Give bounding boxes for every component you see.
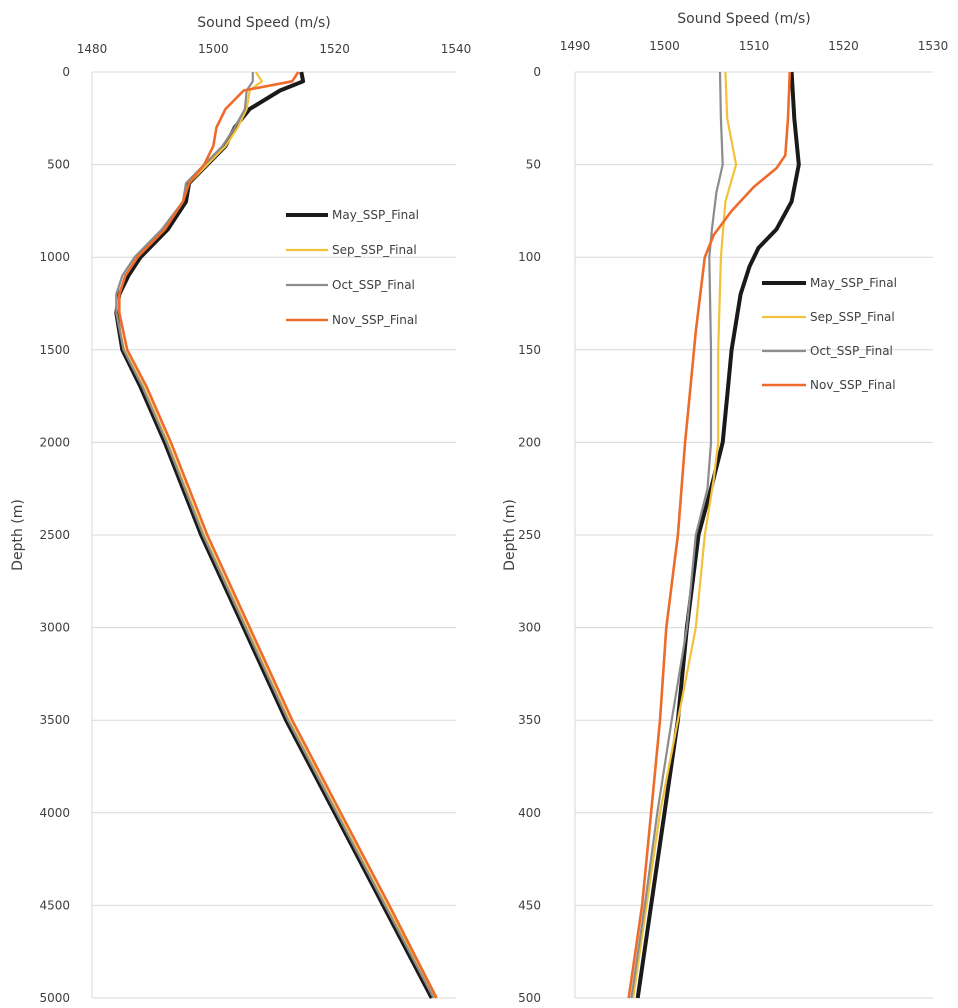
y-tick-label: 2500 bbox=[39, 528, 70, 542]
y-tick-label: 4000 bbox=[39, 806, 70, 820]
series-line-nov-ssp-final bbox=[118, 71, 438, 999]
y-tick-label: 250 bbox=[518, 528, 541, 542]
y-tick-label: 3500 bbox=[39, 713, 70, 727]
series-line-oct-ssp-final bbox=[630, 71, 724, 999]
legend-label: May_SSP_Final bbox=[810, 276, 897, 290]
y-tick-label: 4500 bbox=[39, 898, 70, 912]
y-tick-label: 0 bbox=[533, 65, 541, 79]
y-tick-label: 100 bbox=[518, 250, 541, 264]
x-tick-label: 1530 bbox=[918, 39, 949, 53]
legend-label: Sep_SSP_Final bbox=[332, 243, 417, 257]
x-tick-label: 1540 bbox=[441, 42, 472, 56]
series-line-nov-ssp-final bbox=[627, 71, 792, 999]
x-tick-label: 1520 bbox=[319, 42, 350, 56]
legend-label: Sep_SSP_Final bbox=[810, 310, 895, 324]
y-tick-label: 150 bbox=[518, 343, 541, 357]
y-tick-label: 5000 bbox=[39, 991, 70, 1005]
y-tick-label: 500 bbox=[518, 991, 541, 1005]
x-tick-label: 1480 bbox=[77, 42, 108, 56]
left-sound-speed-chart: 1480 1500 1520 1540 0 500 1000 1500 2000 2500 3000… bbox=[10, 15, 472, 1005]
legend-label: Oct_SSP_Final bbox=[810, 344, 893, 358]
y-tick-label: 500 bbox=[47, 158, 70, 172]
y-tick-label: 300 bbox=[518, 621, 541, 635]
y-tick-label: 3000 bbox=[39, 621, 70, 635]
x-axis-title: Sound Speed (m/s) bbox=[197, 15, 330, 31]
legend-label: May_SSP_Final bbox=[332, 208, 419, 222]
y-tick-label: 450 bbox=[518, 898, 541, 912]
legend-label: Nov_SSP_Final bbox=[810, 378, 896, 392]
x-tick-label: 1490 bbox=[560, 39, 591, 53]
y-tick-label: 350 bbox=[518, 713, 541, 727]
y-tick-label: 2000 bbox=[39, 435, 70, 449]
legend-label: Oct_SSP_Final bbox=[332, 278, 415, 292]
right-sound-speed-chart: 1490 1500 1510 1520 1530 0 50 100 150 200 250 300 35… bbox=[479, 0, 958, 1008]
y-tick-label: 200 bbox=[518, 435, 541, 449]
series-line-sep-ssp-final bbox=[632, 71, 738, 999]
x-tick-label: 1500 bbox=[198, 42, 229, 56]
x-tick-label: 1510 bbox=[739, 39, 770, 53]
y-axis-title: Depth (m) bbox=[502, 499, 518, 571]
x-tick-label: 1520 bbox=[828, 39, 859, 53]
y-tick-label: 50 bbox=[526, 158, 541, 172]
y-tick-label: 1000 bbox=[39, 250, 70, 264]
left-chart-svg: 1480 1500 1520 1540 0 500 1000 1500 2000 2500 3000… bbox=[10, 15, 472, 1005]
y-axis-title: Depth (m) bbox=[10, 499, 26, 571]
y-tick-label: 1500 bbox=[39, 343, 70, 357]
legend-label: Nov_SSP_Final bbox=[332, 313, 418, 327]
right-chart-svg: 1490 1500 1510 1520 1530 0 50 100 150 200 250 300 35… bbox=[502, 11, 949, 1005]
x-tick-label: 1500 bbox=[649, 39, 680, 53]
series-line-oct-ssp-final bbox=[115, 72, 435, 999]
y-tick-label: 400 bbox=[518, 806, 541, 820]
x-axis-title: Sound Speed (m/s) bbox=[677, 11, 810, 27]
y-tick-label: 0 bbox=[62, 65, 70, 79]
